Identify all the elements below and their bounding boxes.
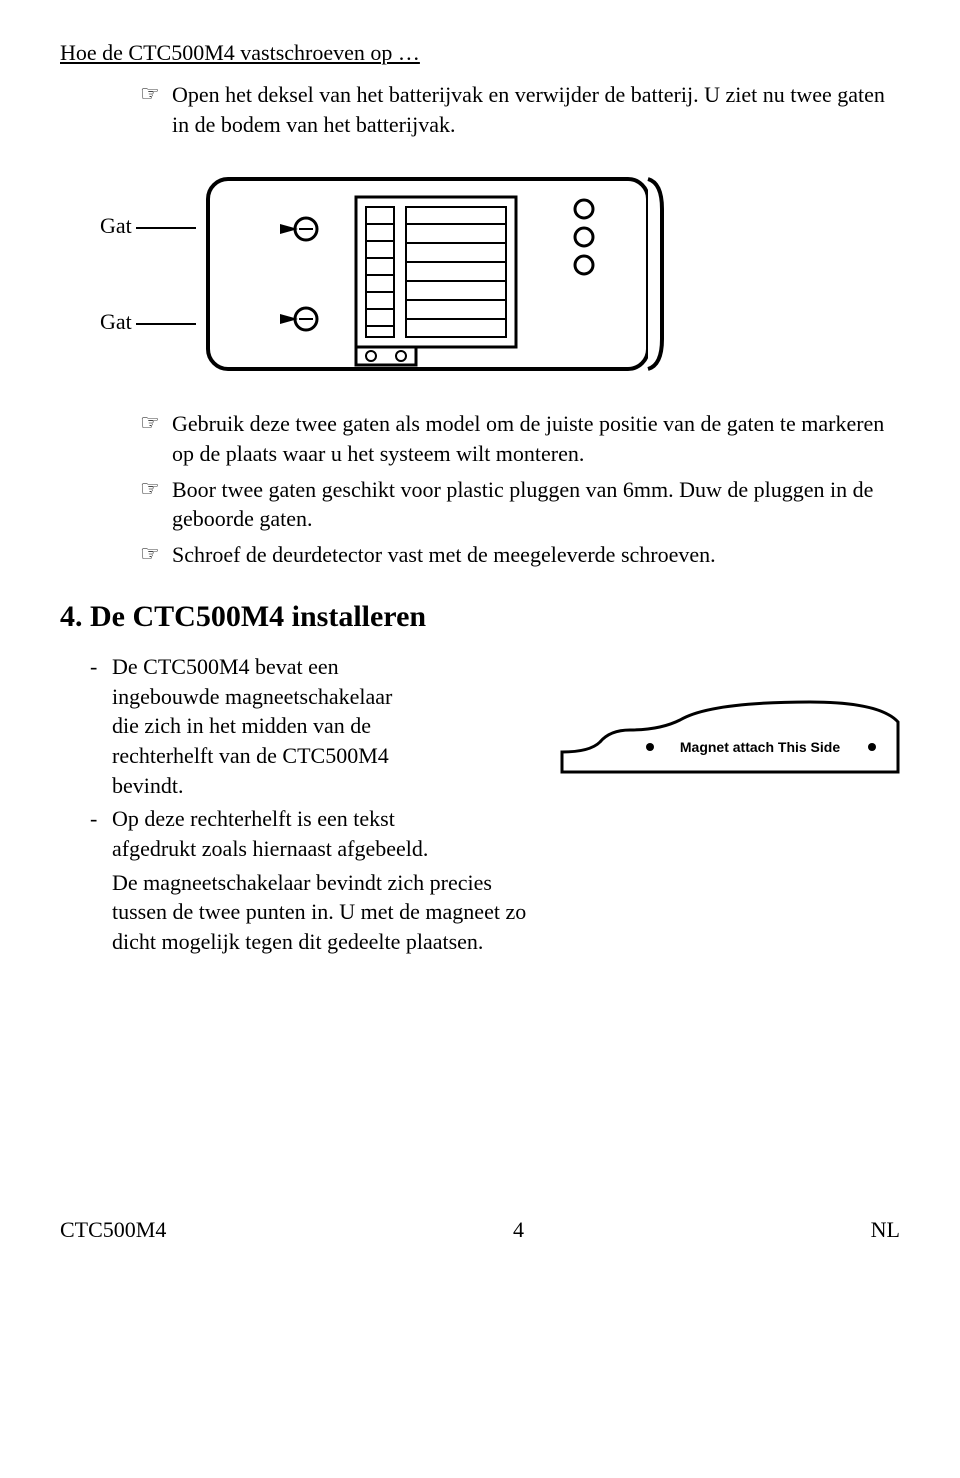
device-figure: Gat Gat [100,169,900,379]
bullet-text: Gebruik deze twee gaten als model om de … [172,409,900,468]
install-line: afgedrukt zoals hiernaast afgebeeld. [112,836,428,861]
install-tail: De magneetschakelaar bevindt zich precie… [112,868,536,957]
hand-icon: ☞ [140,409,172,438]
footer-left: CTC500M4 [60,1217,166,1243]
install-line: bevindt. [112,773,184,798]
install-line: ingebouwde magneetschakelaar [112,684,392,709]
bullet-text: Schroef de deurdetector vast met de meeg… [172,540,716,570]
dash-item: - Op deze rechterhelft is een tekst afge… [90,804,536,863]
section-heading: 4. De CTC500M4 installeren [60,600,900,634]
footer-center: 4 [513,1217,524,1243]
figure-label-bottom: Gat [100,309,196,335]
magnet-label-text: Magnet attach This Side [680,739,840,755]
bullet-item: ☞ Gebruik deze twee gaten als model om d… [140,409,900,468]
dash-item: - De CTC500M4 bevat een ingebouwde magne… [90,652,536,800]
page-footer: CTC500M4 4 NL [60,1217,900,1243]
install-line: die zich in het midden van de [112,713,371,738]
bullet-block-top: ☞ Open het deksel van het batterijvak en… [140,80,900,139]
bullet-item: ☞ Open het deksel van het batterijvak en… [140,80,900,139]
bullet-block-mid: ☞ Gebruik deze twee gaten als model om d… [140,409,900,569]
bullet-item: ☞ Schroef de deurdetector vast met de me… [140,540,900,570]
figure-label-top: Gat [100,213,196,239]
magnet-side-diagram: Magnet attach This Side [560,682,900,782]
hand-icon: ☞ [140,80,172,109]
bullet-text: Open het deksel van het batterijvak en v… [172,80,900,139]
bullet-item: ☞ Boor twee gaten geschikt voor plastic … [140,475,900,534]
install-line: rechterhelft van de CTC500M4 [112,743,389,768]
section-title: Hoe de CTC500M4 vastschroeven op … [60,40,900,66]
hand-icon: ☞ [140,540,172,569]
device-diagram [206,169,666,379]
install-line: De CTC500M4 bevat een [112,654,339,679]
bullet-text: Boor twee gaten geschikt voor plastic pl… [172,475,900,534]
hand-icon: ☞ [140,475,172,504]
footer-right: NL [871,1217,900,1243]
install-block: - De CTC500M4 bevat een ingebouwde magne… [60,652,900,957]
install-line: Op deze rechterhelft is een tekst [112,806,395,831]
